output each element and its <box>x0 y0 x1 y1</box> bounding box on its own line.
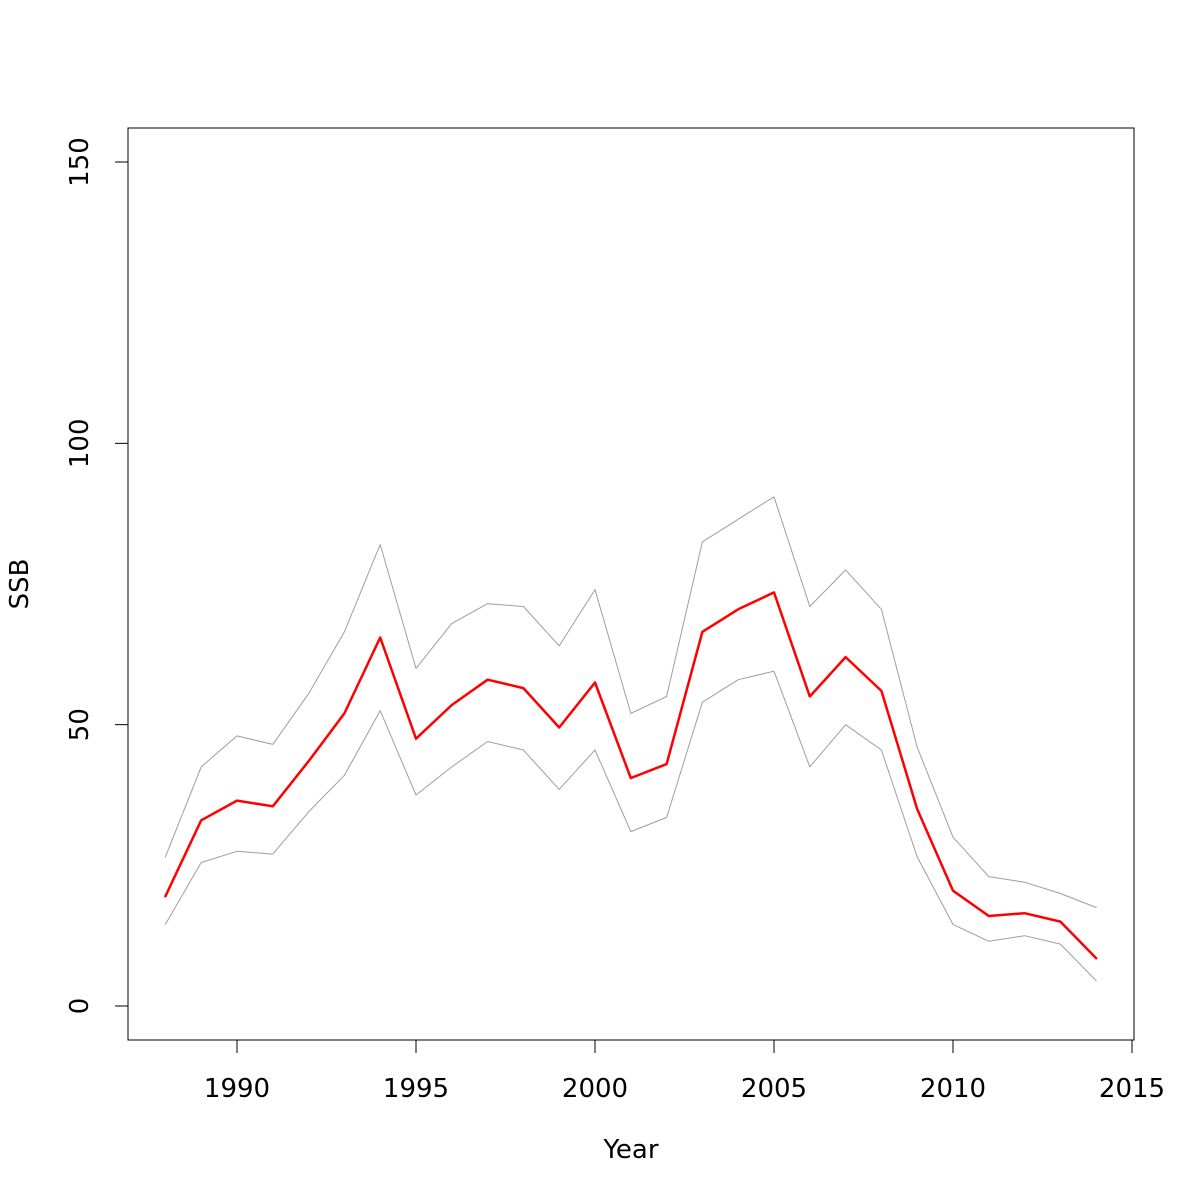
series-line-upper <box>164 496 1097 908</box>
x-tick-label: 2000 <box>562 1074 628 1104</box>
series-line-estimate <box>164 591 1098 960</box>
x-tick-label: 2005 <box>741 1074 807 1104</box>
y-axis-title: SSB <box>5 559 35 610</box>
y-tick-label: 0 <box>65 998 95 1015</box>
y-axis: 0 50 100 150 <box>65 137 129 1015</box>
x-axis-title: Year <box>602 1135 658 1165</box>
series-line-lower <box>164 670 1097 982</box>
plot-frame <box>127 127 1135 1041</box>
y-tick-label: 100 <box>65 419 95 469</box>
x-axis: 1990 1995 2000 2005 2010 2015 <box>204 1039 1165 1104</box>
y-tick-label: 150 <box>65 137 95 187</box>
series-layer <box>164 496 1098 982</box>
y-tick-label: 50 <box>65 708 95 741</box>
x-tick-label: 2015 <box>1099 1074 1165 1104</box>
x-tick-label: 1990 <box>204 1074 270 1104</box>
x-tick-label: 1995 <box>383 1074 449 1104</box>
x-tick-label: 2010 <box>920 1074 986 1104</box>
